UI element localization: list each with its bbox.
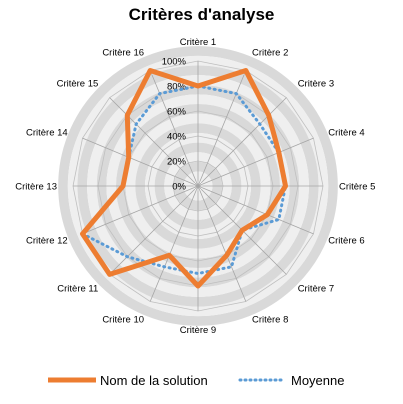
category-label: Critère 10: [102, 314, 144, 325]
category-label: Critère 11: [57, 284, 98, 295]
radial-tick-labels: 0% 20% 40% 60% 80% 100%: [162, 57, 187, 193]
category-label: Critère 9: [180, 325, 216, 336]
grid-spoke: [197, 137, 314, 187]
grid-spoke: [197, 185, 314, 235]
grid-spoke: [82, 137, 199, 187]
category-label: Critère 13: [15, 182, 57, 193]
legend-label-moyenne: Moyenne: [291, 373, 344, 388]
radial-tick-label: 60%: [167, 107, 187, 118]
grid-spoke: [197, 70, 247, 187]
category-label: Critère 12: [26, 235, 68, 246]
category-label: Critère 4: [328, 128, 364, 139]
category-label: Critère 16: [102, 48, 144, 59]
category-labels: Critère 1 Critère 2 Critère 3 Critère 4 Crit…: [15, 37, 375, 336]
grid-spoke: [149, 185, 199, 302]
legend-label-solution: Nom de la solution: [100, 373, 208, 388]
series-line: [80, 68, 288, 289]
series-line: [81, 84, 287, 275]
radial-tick-label: 0%: [172, 182, 186, 193]
category-label: Critère 3: [298, 78, 334, 89]
chart-title: Critères d'analyse: [129, 5, 275, 24]
grid-spoke: [197, 185, 247, 302]
category-label: Critère 2: [252, 48, 288, 59]
grid-spoke: [197, 97, 287, 187]
category-label: Critère 8: [252, 314, 288, 325]
radial-tick-label: 80%: [167, 82, 187, 93]
category-label: Critère 1: [180, 37, 216, 48]
grid-spoke: [109, 185, 199, 275]
category-label: Critère 7: [298, 284, 334, 295]
radial-tick-label: 100%: [162, 57, 187, 68]
grid-spoke: [109, 97, 199, 187]
radial-tick-label: 40%: [167, 132, 187, 143]
category-label: Critère 5: [339, 182, 375, 193]
series-group: [80, 68, 288, 289]
category-label: Critère 15: [57, 78, 99, 89]
grid-spoke: [149, 70, 199, 187]
background-ring: [58, 46, 338, 326]
legend: Nom de la solution Moyenne: [48, 373, 344, 388]
grid-spoke: [82, 185, 199, 235]
category-label: Critère 14: [26, 128, 68, 139]
radial-tick-label: 20%: [167, 157, 187, 168]
category-label: Critère 6: [328, 235, 364, 246]
